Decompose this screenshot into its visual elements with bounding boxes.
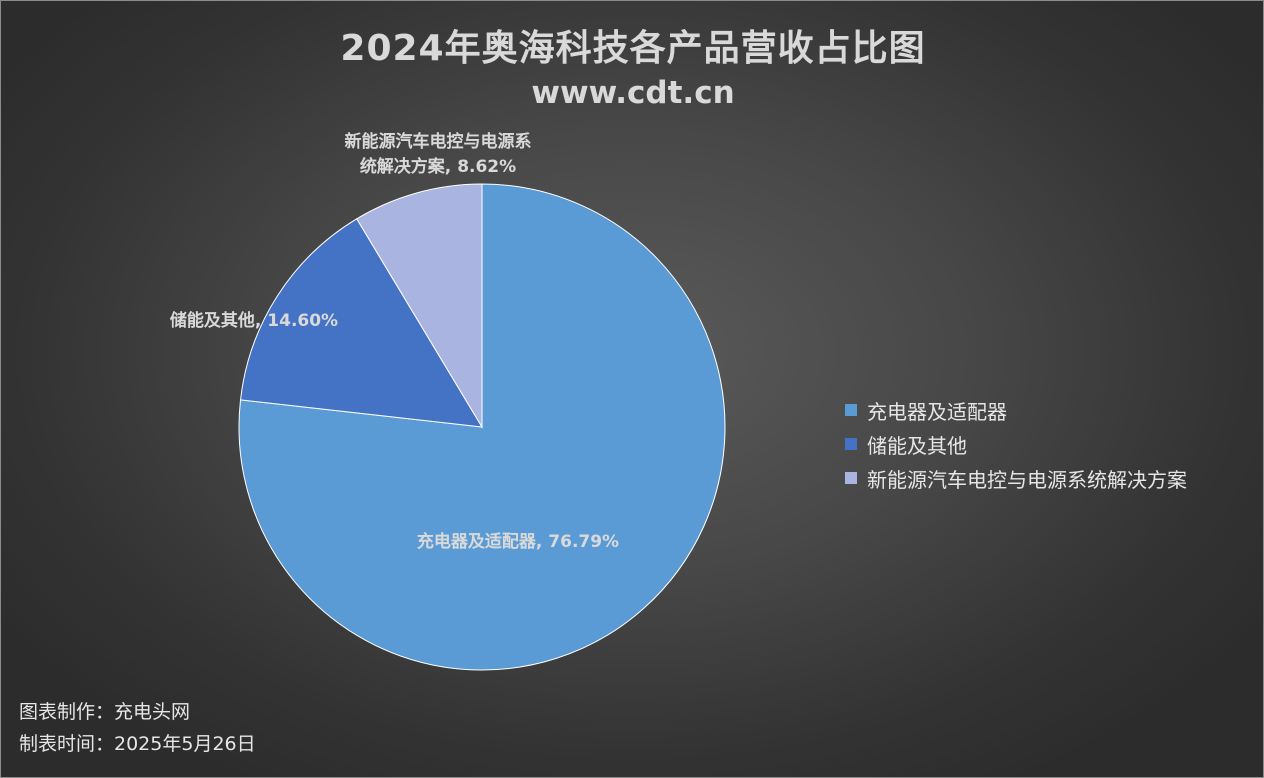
legend-item-2: 储能及其他 xyxy=(845,427,1187,461)
footer-maker: 图表制作：充电头网 xyxy=(19,701,191,723)
pie-data-label-3: 新能源汽车电控与电源系统解决方案, 8.62% xyxy=(345,131,532,177)
legend-item-3: 新能源汽车电控与电源系统解决方案 xyxy=(845,461,1187,495)
pie-data-label-2: 储能及其他, 14.60% xyxy=(170,310,338,331)
legend-item-1: 充电器及适配器 xyxy=(845,393,1187,427)
legend-swatch xyxy=(845,438,857,450)
pie-slice-2 xyxy=(239,218,483,428)
chart-title: 2024年奥海科技各产品营收占比图 xyxy=(340,28,926,69)
pie-slice-3 xyxy=(356,183,483,429)
legend-swatch xyxy=(845,472,857,484)
footer-date: 制表时间：2025年5月26日 xyxy=(19,733,256,755)
chart-subtitle: www.cdt.cn xyxy=(531,75,735,111)
legend-swatch xyxy=(845,404,857,416)
pie-data-label-1: 充电器及适配器, 76.79% xyxy=(417,531,619,552)
legend-label: 储能及其他 xyxy=(867,433,967,458)
legend-label: 充电器及适配器 xyxy=(867,399,1007,424)
pie-slice-1 xyxy=(238,183,726,671)
legend-label: 新能源汽车电控与电源系统解决方案 xyxy=(867,467,1187,492)
chart-legend: 充电器及适配器 储能及其他新能源汽车电控与电源系统解决方案 xyxy=(845,393,1187,495)
